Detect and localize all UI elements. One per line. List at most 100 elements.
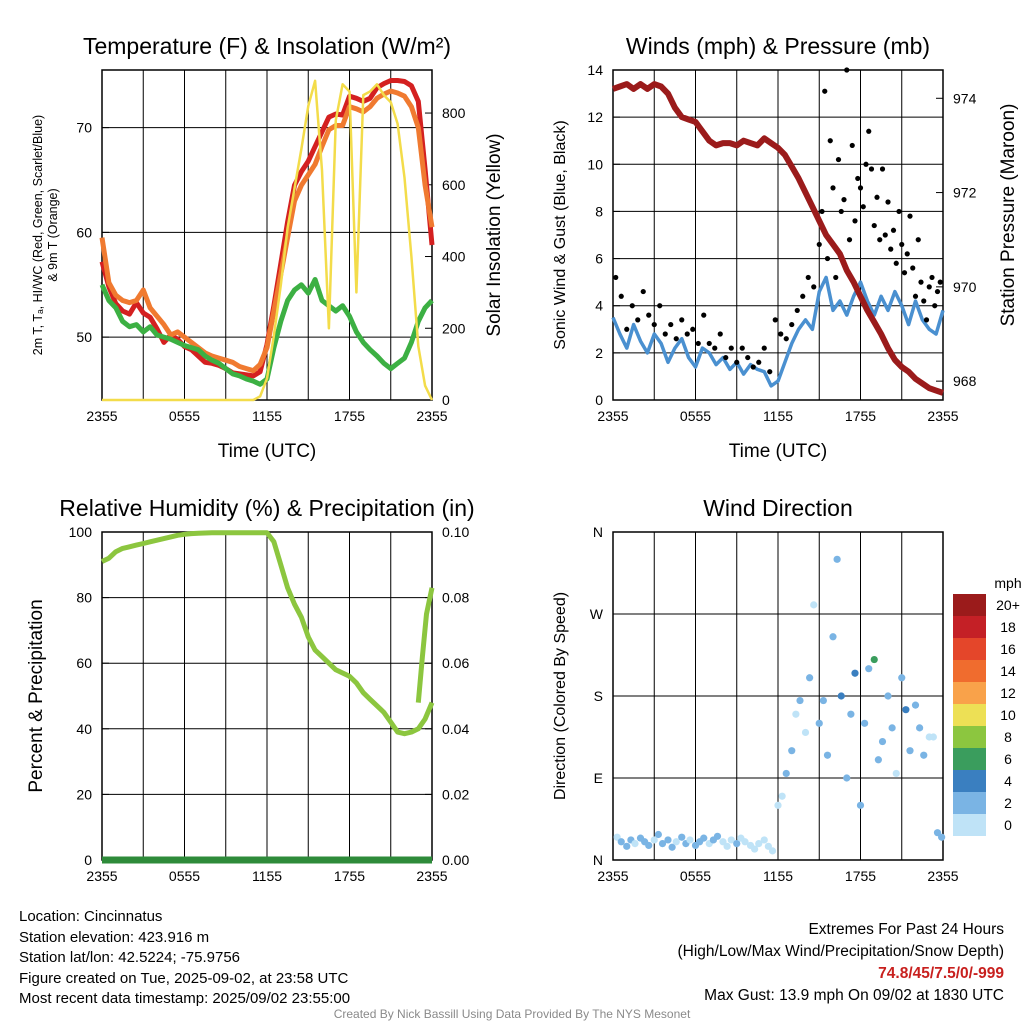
y-tick-label: 60 (76, 655, 92, 671)
legend-swatch (953, 814, 986, 836)
direction-point (727, 836, 735, 844)
max-gust-text: Max Gust: 13.9 mph On 09/02 at 1830 UTC (704, 987, 1004, 1004)
extremes-title: Extremes For Past 24 Hours (808, 921, 1004, 938)
legend-label: 6 (1004, 751, 1012, 767)
series-line (612, 81, 944, 396)
gust-point (717, 331, 723, 337)
gust-point (673, 336, 679, 342)
y2-tick-label: 800 (442, 105, 466, 121)
gust-point (874, 194, 880, 200)
gust-point (701, 312, 707, 318)
direction-point (851, 669, 859, 677)
series-line (100, 530, 435, 737)
legend-title: mph (994, 575, 1021, 591)
gust-point (932, 303, 938, 309)
gust-point (846, 237, 853, 243)
direction-point (884, 692, 892, 700)
x-tick-label: 1155 (763, 408, 793, 424)
direction-point (823, 751, 832, 759)
plot-frame (612, 531, 944, 861)
chart-title: Wind Direction (703, 495, 853, 521)
series-line (99, 88, 435, 374)
gust-point (921, 298, 927, 304)
gust-point (926, 284, 932, 290)
y-axis-label: Percent & Precipitation (26, 599, 47, 792)
y2-tick-label: 400 (442, 249, 466, 265)
y-tick-label: 10 (587, 156, 603, 172)
humidity-precip-chart: 2355 0555 1155 1755 23550204060801000.000.02… (26, 495, 475, 884)
gust-point (885, 199, 891, 205)
extremes-values: 74.8/45/7.5/0/-999 (878, 965, 1004, 982)
gust-point (723, 354, 729, 361)
y-tick-label: 100 (69, 524, 93, 540)
direction-point (847, 710, 855, 718)
legend-swatch (953, 638, 986, 660)
direction-point (865, 665, 873, 673)
gust-point (937, 279, 943, 285)
elevation-text: Station elevation: 423.916 m (19, 928, 210, 946)
legend-swatch (953, 726, 986, 748)
gust-point (651, 321, 657, 328)
direction-point (733, 840, 741, 848)
legend-swatch (953, 748, 986, 770)
gust-point (613, 274, 619, 281)
x-axis-label: Time (UTC) (218, 441, 317, 462)
gust-point (706, 340, 712, 347)
extremes-subtitle: (High/Low/Max Wind/Precipitation/Snow De… (677, 943, 1005, 960)
gust-point (822, 88, 828, 94)
direction-point (916, 724, 924, 732)
direction-point (892, 769, 900, 778)
direction-point (658, 840, 667, 848)
gust-point (811, 284, 817, 290)
gust-point (640, 288, 646, 295)
gust-point (830, 185, 836, 191)
y-axis-label-line: 2m T, Tₐ, HI/WC (Red, Green, Scarlet/Blu… (31, 115, 45, 355)
gust-point (657, 303, 663, 309)
gust-point (624, 326, 630, 332)
direction-point (778, 792, 786, 800)
gust-point (849, 142, 855, 149)
legend-label: 16 (1000, 641, 1016, 657)
y2-tick-label: 968 (953, 373, 977, 389)
y2-tick-label: 0 (442, 392, 450, 408)
direction-point (700, 834, 708, 842)
gust-point (896, 208, 902, 215)
y-tick-label: 60 (76, 224, 92, 240)
gust-point (772, 317, 778, 323)
legend-swatch (953, 770, 986, 792)
direction-point (645, 841, 653, 850)
y-tick-label: 8 (595, 203, 603, 219)
gust-point (778, 331, 784, 337)
direction-point (815, 719, 823, 727)
y2-tick-label: 972 (953, 185, 977, 201)
direction-point (792, 710, 800, 718)
direction-point (751, 845, 759, 853)
direction-point (888, 724, 896, 732)
gust-point (750, 364, 756, 370)
y-tick-label: 2 (595, 345, 603, 361)
gust-point (789, 321, 795, 328)
gust-point (888, 246, 894, 252)
y-tick-label: 0 (84, 852, 92, 868)
gust-point (805, 274, 811, 281)
gust-point (767, 369, 773, 375)
y2-tick-label: 0.10 (442, 524, 469, 540)
x-tick-label: 0555 (680, 868, 711, 884)
gust-point (915, 237, 921, 243)
gust-point (783, 336, 789, 342)
extremes-info: Extremes For Past 24 Hours (High/Low/Max… (678, 919, 1005, 1007)
legend-label: 20+ (996, 597, 1020, 613)
gust-point (728, 345, 734, 351)
gust-point (816, 241, 822, 248)
station-info: Location: Cincinnatus Station elevation:… (19, 907, 350, 1010)
gust-point (844, 67, 850, 73)
direction-point (796, 696, 804, 705)
y2-tick-label: 0.04 (442, 721, 469, 737)
direction-point (755, 840, 763, 848)
x-tick-label: 1755 (334, 408, 365, 424)
direction-point (920, 751, 928, 759)
x-tick-label: 2355 (597, 868, 628, 884)
direction-point (902, 706, 910, 714)
gust-point (879, 166, 886, 172)
direction-point (843, 774, 851, 782)
